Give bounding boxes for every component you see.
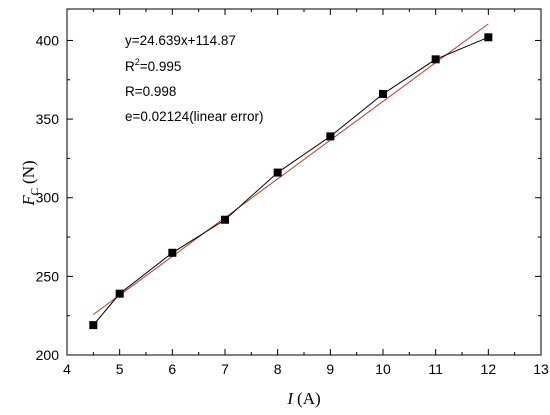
data-point-marker <box>115 289 124 298</box>
linear-fit-line <box>93 23 489 315</box>
x-tick-label: 11 <box>428 361 443 377</box>
data-point-marker <box>89 321 98 330</box>
data-series-layer <box>89 33 493 330</box>
r-squared-label: R2=0.995 <box>125 57 181 74</box>
data-point-marker <box>326 132 335 141</box>
y-tick-label: 250 <box>36 268 60 284</box>
x-tick-label: 13 <box>533 361 549 377</box>
x-tick-label: 6 <box>168 361 176 377</box>
data-point-marker <box>484 33 493 42</box>
data-point-marker <box>273 168 282 177</box>
x-tick-label: 7 <box>221 361 229 377</box>
linear-error-label: e=0.02124(linear error) <box>125 109 263 124</box>
data-point-marker <box>379 89 387 98</box>
x-tick-label: 9 <box>326 361 334 377</box>
data-point-marker <box>431 55 440 64</box>
axis-ticks: 4 5 6 7 8 9 10 11 12 13 200 250 300 350 400 <box>36 9 549 377</box>
regression-equation: y=24.639x+114.87 <box>125 33 236 48</box>
data-point-marker <box>221 215 229 224</box>
x-tick-label: 12 <box>481 361 497 377</box>
x-tick-label: 5 <box>116 361 124 377</box>
y-axis-title: FC(N) <box>19 160 41 206</box>
regression-annotation: y=24.639x+114.87 R2=0.995 R=0.998 e=0.02… <box>125 33 263 124</box>
y-tick-label: 350 <box>36 111 60 127</box>
y-tick-label: 300 <box>36 190 60 206</box>
x-tick-label: 8 <box>274 361 282 377</box>
measured-data-line <box>92 36 489 326</box>
x-axis-title: I (A) <box>286 389 320 408</box>
x-tick-label: 4 <box>63 361 71 377</box>
x-tick-label: 10 <box>375 361 391 377</box>
correlation-label: R=0.998 <box>125 84 176 99</box>
data-point-marker <box>168 248 177 257</box>
y-tick-label: 200 <box>36 347 60 363</box>
fit-line-layer <box>93 23 489 315</box>
y-tick-label: 400 <box>36 32 60 48</box>
